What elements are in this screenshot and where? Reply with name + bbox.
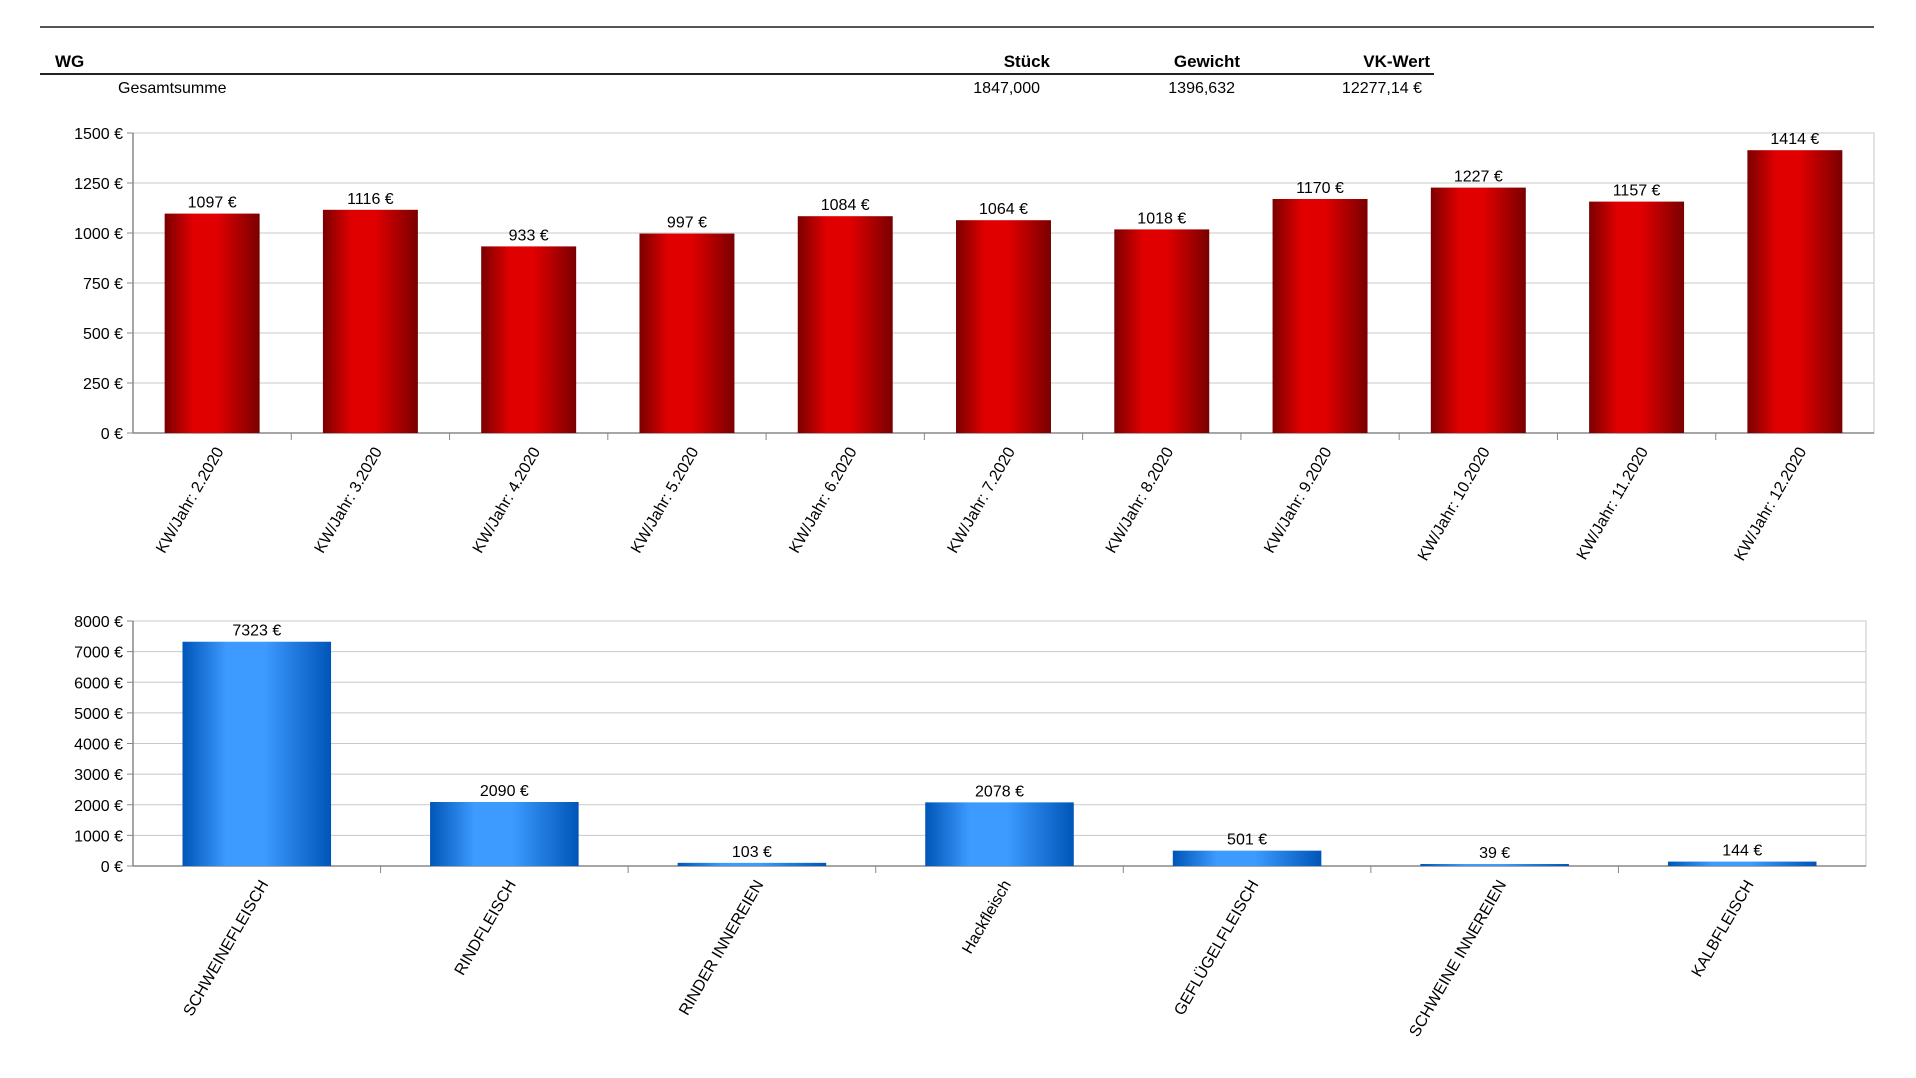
chart1-bar [164,213,260,433]
chart1-data-label: 1116 € [347,191,394,208]
chart2-data-label: 103 € [732,844,772,861]
chart2-data-label: 39 € [1479,845,1510,862]
chart1-data-label: 1157 € [1613,183,1661,200]
chart1-data-label: 1414 € [1770,131,1819,148]
chart2-data-label: 144 € [1722,843,1762,860]
chart2-bar [1667,861,1817,866]
chart1-ytick-label: 0 € [101,426,123,443]
chart2-ytick-label: 7000 € [74,645,123,662]
chart2-bar [1172,850,1322,866]
chart1-data-label: 1227 € [1454,169,1503,186]
chart2-category-label: GEFLÜGELFLEISCH [1170,877,1262,1018]
chart1-ytick-label: 500 € [83,326,123,343]
chart2-ytick-label: 0 € [101,859,123,876]
chart1-bar [1272,199,1368,433]
row-label: Gesamtsumme [118,80,227,97]
header-rule [40,73,1434,75]
chart1-category-label: KW/Jahr: 7.2020 [945,444,1019,556]
chart1-data-label: 933 € [509,227,549,244]
header-gewicht: Gewicht [1173,52,1240,71]
chart1-bar [797,216,893,433]
chart2-data-label: 2090 € [480,783,529,800]
row-stueck: 1847,000 [973,80,1040,97]
chart2-data-label: 501 € [1227,832,1267,849]
chart1-category-label: KW/Jahr: 10.2020 [1415,444,1494,564]
chart1-bar [1430,187,1526,433]
header-stueck: Stück [1003,52,1050,71]
chart1-bar [1114,229,1210,433]
chart1-data-label: 1097 € [188,195,237,212]
chart1-category-label: KW/Jahr: 8.2020 [1103,444,1177,556]
chart1-bar [639,233,735,433]
chart1-category-label: KW/Jahr: 2.2020 [153,444,227,556]
chart2-bar [430,801,579,866]
chart2-category-label: KALBFLEISCH [1689,878,1758,980]
chart2-data-label: 7323 € [232,623,281,640]
chart1-ytick-label: 1500 € [74,126,123,143]
chart2-data-label: 2078 € [975,783,1024,800]
chart1-data-label: 1084 € [821,197,870,214]
chart1-bar [481,246,577,433]
chart1-data-label: 1018 € [1137,210,1186,227]
chart1-category-label: KW/Jahr: 11.2020 [1574,444,1652,562]
chart1-ytick-label: 750 € [83,276,123,293]
chart2-ytick-label: 6000 € [74,675,123,692]
chart2-ytick-label: 4000 € [74,737,123,754]
chart2-ytick-label: 1000 € [74,828,123,845]
chart1-ytick-label: 1000 € [74,226,123,243]
chart2-ytick-label: 5000 € [74,706,123,723]
chart1-bar [1747,150,1843,433]
header-wg: WG [55,52,85,71]
chart2-bar [1420,864,1569,866]
top-rule [40,26,1874,28]
chart2-ytick-label: 3000 € [74,767,123,784]
chart1-ytick-label: 250 € [83,376,123,393]
chart2-category-label: Hackfleisch [959,878,1015,957]
chart1-category-label: KW/Jahr: 6.2020 [786,444,860,556]
chart2-category-label: SCHWEINEFLEISCH [181,878,273,1020]
header-vkwert: VK-Wert [1363,52,1430,71]
chart1-data-label: 1064 € [979,201,1028,218]
chart2-bar [677,862,827,866]
row-gewicht: 1396,632 [1168,80,1235,97]
chart1-bar [322,209,418,433]
chart1-data-label: 1170 € [1296,180,1344,197]
row-vkwert: 12277,14 € [1341,80,1422,97]
chart1-category-label: KW/Jahr: 3.2020 [312,444,386,556]
chart2-category-label: RINDFLEISCH [452,878,520,979]
chart2-ytick-label: 8000 € [74,614,123,631]
chart2-bar [182,641,332,866]
chart1-category-label: KW/Jahr: 5.2020 [628,444,702,556]
chart1-category-label: KW/Jahr: 9.2020 [1261,444,1335,556]
chart2-ytick-label: 2000 € [74,798,123,815]
chart2-bar [925,802,1074,866]
chart1-data-label: 997 € [667,215,707,232]
chart1-category-label: KW/Jahr: 4.2020 [470,444,544,556]
chart1-ytick-label: 1250 € [74,176,123,193]
chart2-category-label: RINDER INNEREIEN [676,878,767,1019]
chart2-category-label: SCHWEINE INNEREIEN [1406,878,1510,1040]
chart1-category-label: KW/Jahr: 12.2020 [1732,444,1811,564]
chart1-bar [1589,201,1685,433]
chart1-bar [956,220,1051,433]
